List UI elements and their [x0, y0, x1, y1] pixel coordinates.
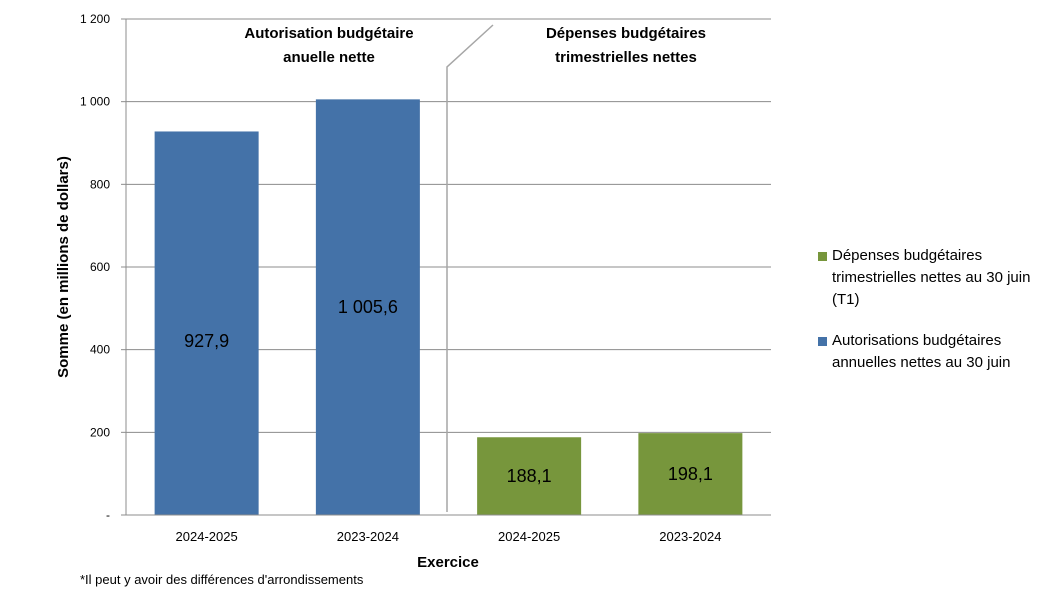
- bar: [638, 433, 743, 515]
- legend-swatch-blue: [818, 337, 827, 346]
- y-tick-label: -: [106, 508, 110, 522]
- data-label: 188,1: [507, 466, 552, 486]
- legend-swatch-green: [818, 252, 827, 261]
- footnote: *Il peut y avoir des différences d'arron…: [80, 572, 364, 587]
- bars: [154, 99, 743, 516]
- y-tick-label: 200: [90, 425, 110, 439]
- section-divider: [446, 24, 494, 512]
- y-tick-label: 800: [90, 177, 110, 191]
- legend-item-autorisations: Autorisations budgétaires annuelles nett…: [818, 330, 1050, 374]
- x-tick-label: 2023-2024: [659, 529, 721, 544]
- section-title: Autorisation budgétaire: [244, 25, 413, 42]
- section-title: Dépenses budgétaires: [546, 25, 706, 42]
- section-title: trimestrielles nettes: [555, 49, 697, 66]
- y-tick-label: 1 000: [80, 95, 110, 109]
- data-label: 1 005,6: [338, 297, 398, 317]
- bar: [315, 99, 420, 516]
- data-label: 927,9: [184, 331, 229, 351]
- axes: [121, 18, 771, 516]
- x-tick-label: 2024-2025: [498, 529, 560, 544]
- bar: [154, 131, 259, 515]
- legend-item-depenses: Dépenses budgétaires trimestrielles nett…: [818, 245, 1050, 311]
- legend-label: Autorisations budgétaires annuelles nett…: [832, 332, 1011, 371]
- y-axis-title: Somme (en millions de dollars): [55, 156, 72, 378]
- x-axis-title: Exercice: [417, 554, 479, 571]
- labels: - 200 400 600 800 1 000 1 200 927,9 2024-2025 1 0…: [55, 12, 721, 571]
- data-label: 198,1: [668, 464, 713, 484]
- x-tick-label: 2024-2025: [176, 529, 238, 544]
- bar: [477, 437, 582, 515]
- section-title: anuelle nette: [283, 49, 375, 66]
- legend: Dépenses budgétaires trimestrielles nett…: [818, 245, 1050, 393]
- y-tick-label: 400: [90, 343, 110, 357]
- x-tick-label: 2023-2024: [337, 529, 399, 544]
- y-tick-label: 1 200: [80, 12, 110, 26]
- y-tick-label: 600: [90, 260, 110, 274]
- legend-label: Dépenses budgétaires trimestrielles nett…: [832, 247, 1031, 308]
